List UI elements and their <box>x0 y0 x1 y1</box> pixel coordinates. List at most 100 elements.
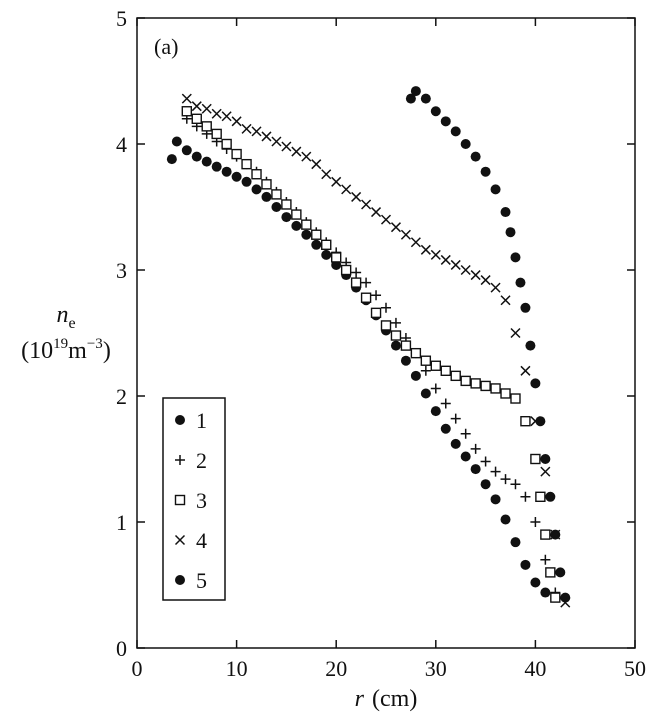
y-tick-label: 0 <box>116 636 127 661</box>
data-point-series-1 <box>520 559 531 570</box>
data-point-series-4 <box>510 327 521 339</box>
series-4 <box>181 93 571 608</box>
data-point-series-1 <box>540 587 551 598</box>
data-point-series-3 <box>410 347 422 359</box>
data-point-series-3 <box>430 360 441 371</box>
x-tick-label: 50 <box>624 656 646 681</box>
x-tick-label: 20 <box>325 656 347 681</box>
data-point-series-4 <box>231 116 242 127</box>
data-point-series-1 <box>301 229 312 240</box>
data-point-series-4 <box>490 282 501 293</box>
data-point-series-1 <box>311 239 322 250</box>
data-point-series-3 <box>400 340 412 351</box>
data-point-series-5 <box>525 340 536 351</box>
data-point-series-3 <box>470 378 481 389</box>
data-point-series-1 <box>281 212 292 223</box>
data-point-series-4 <box>241 123 252 134</box>
data-point-series-3 <box>450 370 461 382</box>
data-point-series-2 <box>500 474 511 485</box>
data-point-series-3 <box>191 113 202 125</box>
data-point-series-1 <box>470 464 481 475</box>
data-point-series-2 <box>351 267 362 278</box>
data-point-series-5 <box>470 151 481 162</box>
data-point-series-1 <box>321 249 332 260</box>
data-point-series-4 <box>261 131 272 142</box>
data-point-series-1 <box>460 451 471 462</box>
data-point-series-3 <box>530 453 541 465</box>
data-point-series-3 <box>545 567 556 578</box>
y-tick-label: 4 <box>116 132 127 157</box>
data-point-series-4 <box>371 207 382 218</box>
data-point-series-3 <box>311 229 322 240</box>
data-point-series-3 <box>480 380 491 392</box>
data-point-series-5 <box>555 567 566 578</box>
data-point-series-2 <box>490 466 501 477</box>
data-point-series-2 <box>450 413 461 424</box>
data-point-series-4 <box>390 222 401 233</box>
data-point-series-1 <box>171 136 182 147</box>
plot-frame <box>136 17 636 649</box>
data-point-series-4 <box>440 254 451 265</box>
data-point-series-4 <box>201 103 212 114</box>
data-point-series-2 <box>430 383 441 394</box>
data-point-series-3 <box>271 189 282 200</box>
data-point-series-1 <box>166 154 177 165</box>
data-point-series-4 <box>480 275 491 286</box>
legend: 1 2 3 4 5 <box>162 397 226 601</box>
data-point-series-4 <box>311 159 322 170</box>
data-point-series-3 <box>350 277 362 288</box>
y-axis-title: ne <box>56 302 75 332</box>
data-point-series-4 <box>410 237 421 248</box>
data-point-series-3 <box>231 148 242 160</box>
y-axis-unit: (1019m−3) <box>21 336 111 364</box>
data-point-series-3 <box>390 330 402 341</box>
data-point-series-4 <box>470 270 481 281</box>
data-point-series-4 <box>211 108 222 119</box>
data-point-series-3 <box>340 264 352 276</box>
data-point-series-2 <box>460 428 471 439</box>
legend-marker-2 <box>175 455 185 465</box>
data-point-series-2 <box>440 398 451 409</box>
data-point-series-1 <box>390 340 401 351</box>
data-point-series-3 <box>331 252 342 263</box>
data-point-series-2 <box>540 554 551 565</box>
legend-marker-1 <box>175 415 185 425</box>
legend-box <box>162 397 226 601</box>
data-point-series-4 <box>321 169 332 180</box>
data-point-series-4 <box>450 259 461 270</box>
data-point-series-4 <box>460 264 471 276</box>
data-point-series-3 <box>301 219 312 230</box>
x-tick-label: 0 <box>132 656 143 681</box>
data-point-series-5 <box>560 592 571 603</box>
data-point-series-3 <box>360 292 372 303</box>
data-point-series-3 <box>181 106 193 117</box>
data-point-series-3 <box>201 121 212 132</box>
data-point-series-1 <box>450 438 461 449</box>
data-point-series-4 <box>520 365 531 376</box>
data-point-series-4 <box>331 176 342 187</box>
data-point-series-1 <box>500 514 511 525</box>
data-point-series-5 <box>500 207 511 218</box>
x-axis-ticks: 0 10 20 30 40 50 <box>132 18 646 681</box>
data-point-series-4 <box>430 249 441 260</box>
data-point-series-1 <box>251 184 262 195</box>
data-point-series-5 <box>480 166 491 177</box>
data-point-series-4 <box>380 214 392 225</box>
data-point-series-4 <box>540 466 551 477</box>
y-tick-label: 3 <box>116 258 127 283</box>
data-point-series-3 <box>540 529 551 540</box>
data-point-series-3 <box>370 307 382 319</box>
y-tick-label: 1 <box>116 510 127 535</box>
data-point-series-4 <box>400 229 411 240</box>
data-point-series-3 <box>520 416 531 427</box>
data-point-series-2 <box>510 479 521 490</box>
series-2 <box>181 113 561 598</box>
data-point-series-3 <box>440 365 451 376</box>
data-point-series-5 <box>460 139 471 149</box>
data-point-series-1 <box>480 479 491 490</box>
data-point-series-3 <box>380 320 392 331</box>
x-tick-label: 10 <box>226 656 248 681</box>
data-point-series-3 <box>460 375 471 387</box>
data-point-series-3 <box>550 592 561 603</box>
data-point-series-2 <box>361 277 372 288</box>
